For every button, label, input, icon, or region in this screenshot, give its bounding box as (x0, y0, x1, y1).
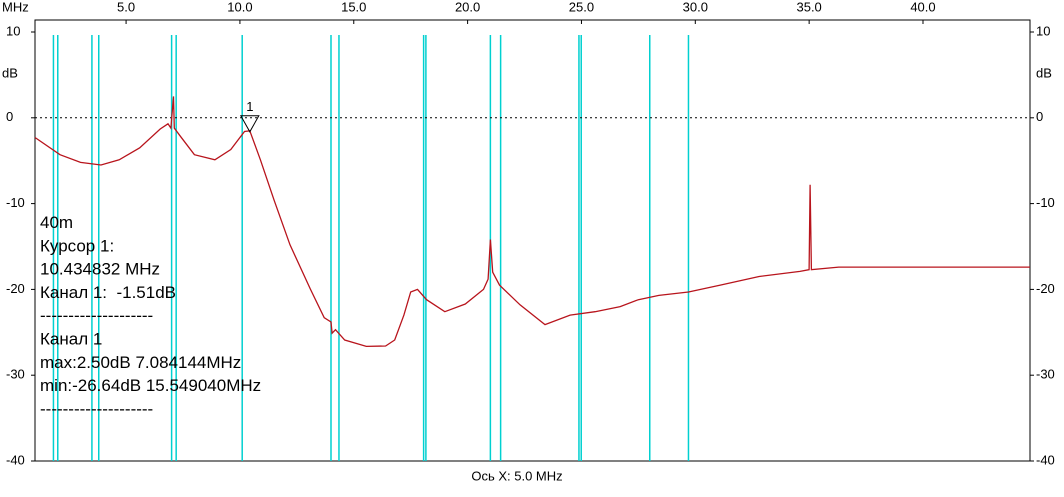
x-axis-label: Ось X: 5.0 MHz (471, 468, 562, 483)
info-line: max:2.50dB 7.084144MHz (40, 353, 241, 372)
x-tick-label: 15.0 (341, 0, 366, 14)
y-tick-label-left: -40 (6, 452, 25, 467)
y-tick-label-right: 10 (1036, 23, 1050, 38)
x-tick-label: 5.0 (117, 0, 135, 14)
info-line: min:-26.64dB 15.549040MHz (40, 376, 261, 395)
y-tick-label-left: -20 (6, 281, 25, 296)
info-line: -------------------- (40, 399, 153, 418)
info-line: 40m (40, 213, 73, 232)
y-tick-label-left: 0 (6, 109, 13, 124)
y-tick-label-left: 10 (6, 23, 20, 38)
info-line: Канал 1 (40, 330, 102, 349)
x-tick-label: 10.0 (227, 0, 252, 14)
x-tick-label: 30.0 (683, 0, 708, 14)
y-tick-label-right: 0 (1036, 109, 1043, 124)
y-tick-label-right: -30 (1036, 367, 1055, 382)
series-line (34, 96, 1030, 348)
info-line: Курсор 1: (40, 236, 114, 255)
y-tick-label-left: -30 (6, 367, 25, 382)
info-line: Канал 1: -1.51dB (40, 283, 176, 302)
y-unit-label-right: dB (1036, 65, 1052, 80)
y-unit-label-left: dB (2, 65, 18, 80)
plot-frame (34, 19, 1031, 462)
x-tick-label: 40.0 (910, 0, 935, 14)
x-tick-label: 35.0 (796, 0, 821, 14)
cursor-label: 1 (246, 99, 253, 114)
cursor-marker (239, 115, 260, 133)
y-tick-label-right: -10 (1036, 195, 1055, 210)
x-tick-label: 25.0 (569, 0, 594, 14)
y-tick-label-right: -40 (1036, 452, 1055, 467)
x-tick-label: 20.0 (455, 0, 480, 14)
y-tick-label-right: -20 (1036, 281, 1055, 296)
info-line: -------------------- (40, 306, 153, 325)
x-unit-label: MHz (2, 0, 29, 14)
info-line: 10.434832 MHz (40, 260, 160, 279)
y-tick-label-left: -10 (6, 195, 25, 210)
